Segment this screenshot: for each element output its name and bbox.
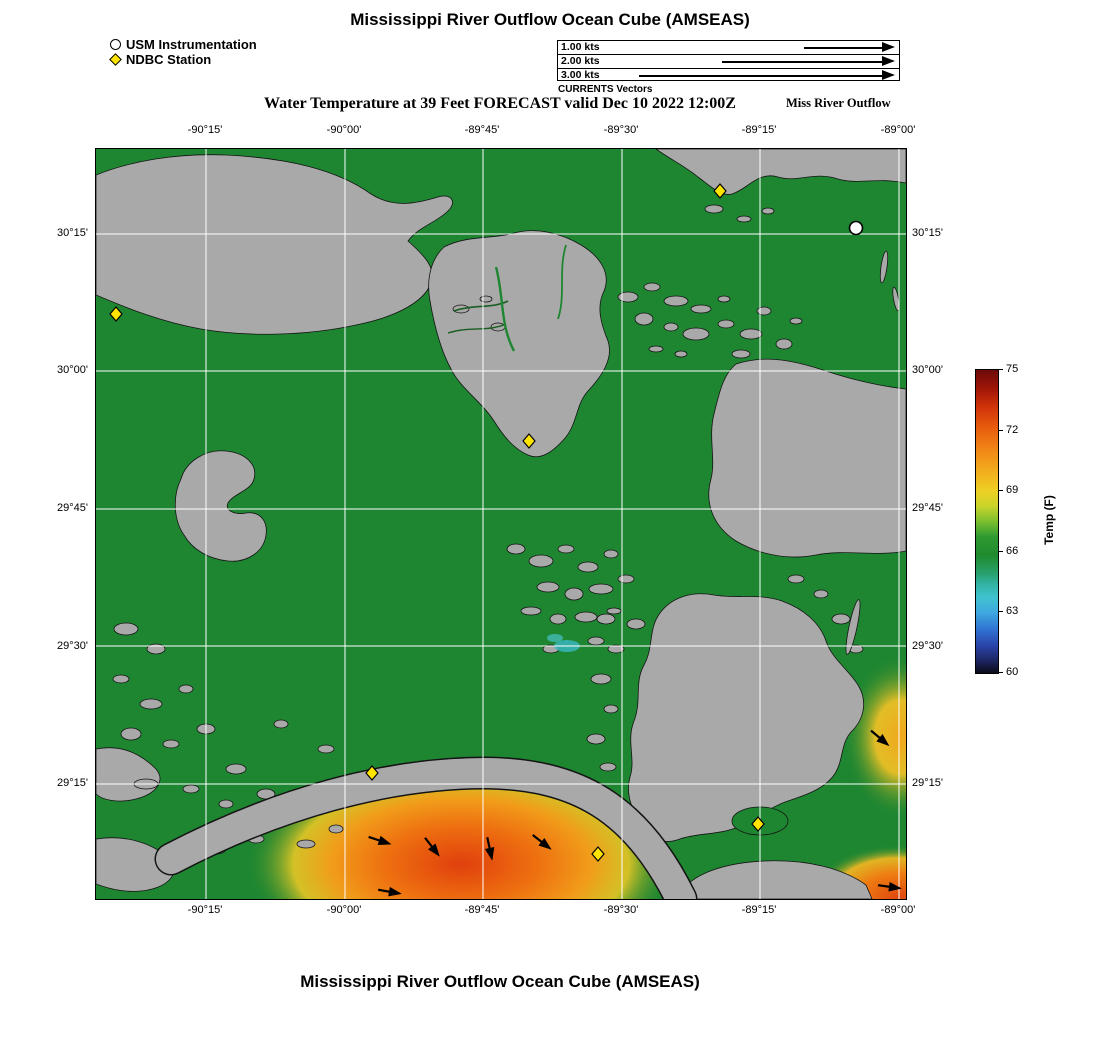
vector-arrow-shaft (639, 75, 882, 77)
ndbc-legend-row: NDBC Station (109, 52, 257, 67)
x-tick-label: -89°00' (880, 904, 916, 916)
colorbar-tick (998, 490, 1003, 491)
coast-sliver-1 (879, 250, 889, 284)
x-tick-label: -90°00' (326, 124, 362, 136)
y-tick-label: 29°45' (57, 502, 88, 514)
usm-legend-row: USM Instrumentation (110, 37, 257, 52)
colorbar-tick (998, 611, 1003, 612)
marsh-islets-central (506, 543, 646, 654)
x-tick-label: -90°15' (187, 904, 223, 916)
temperature-colorbar (975, 369, 999, 674)
vector-row-1-label: 1.00 kts (561, 41, 600, 53)
y-tick-label: 29°15' (912, 777, 943, 789)
page-title: Mississippi River Outflow Ocean Cube (AM… (350, 10, 750, 29)
y-tick-label: 29°15' (57, 777, 88, 789)
land-left-edge-2 (96, 837, 175, 892)
marker-legend: USM Instrumentation NDBC Station (109, 37, 257, 67)
ndbc-station-marker (591, 846, 605, 862)
x-tick-label: -89°30' (603, 124, 639, 136)
colorbar-tick-label: 72 (1006, 424, 1019, 436)
y-tick-label: 29°30' (912, 640, 943, 652)
y-tick-label: 29°45' (912, 502, 943, 514)
vector-arrowhead-icon (882, 42, 895, 52)
x-tick-label: -89°45' (464, 124, 500, 136)
colorbar-tick (998, 430, 1003, 431)
coast-sliver-2 (892, 286, 900, 312)
ndbc-legend-label: NDBC Station (126, 52, 212, 67)
vector-arrow-shaft (722, 61, 882, 63)
currents-vectors-caption: CURRENTS Vectors (558, 84, 653, 95)
colorbar-tick (998, 672, 1003, 673)
ndbc-diamond-icon (109, 53, 122, 66)
land-north-coast (655, 149, 906, 195)
x-tick-label: -89°30' (603, 904, 639, 916)
vector-row-3-label: 3.00 kts (561, 69, 600, 81)
colorbar-tick-label: 60 (1006, 666, 1019, 678)
x-tick-label: -90°00' (326, 904, 362, 916)
ndbc-station-marker (365, 765, 379, 781)
map-plot (96, 149, 906, 899)
land-small-lake (174, 450, 267, 562)
current-vector-arrow (424, 837, 440, 857)
vector-row-2: 2.00 kts (558, 55, 899, 69)
coast-band (156, 757, 696, 899)
vector-row-2-label: 2.00 kts (561, 55, 600, 67)
land-bottom-strip (675, 860, 873, 899)
land-central-peninsula (428, 230, 610, 458)
y-tick-label: 30°15' (912, 227, 943, 239)
y-tick-label: 30°00' (57, 364, 88, 376)
vector-row-1: 1.00 kts (558, 41, 899, 55)
marsh-islets-delta-fringe (586, 574, 864, 772)
ndbc-station-marker (522, 433, 536, 449)
land-pontchartrain (96, 154, 453, 335)
usm-instrumentation-marker (848, 220, 864, 236)
vector-arrow-shaft (804, 47, 882, 49)
ndbc-station-marker (713, 183, 727, 199)
current-vector-arrow (368, 835, 392, 845)
colorbar-tick-label: 69 (1006, 484, 1019, 496)
ndbc-station-marker (751, 816, 765, 832)
colorbar-tick-label: 66 (1006, 545, 1019, 557)
region-note: Miss River Outflow (786, 96, 891, 110)
current-vector-arrow (484, 837, 495, 861)
x-tick-label: -89°45' (464, 904, 500, 916)
y-tick-label: 30°00' (912, 364, 943, 376)
land-east-marsh (708, 358, 906, 558)
graticule (96, 149, 906, 899)
x-tick-label: -90°15' (187, 124, 223, 136)
usm-legend-label: USM Instrumentation (126, 37, 257, 52)
y-tick-label: 29°30' (57, 640, 88, 652)
colorbar-tick (998, 369, 1003, 370)
current-vector-arrow (532, 834, 552, 850)
current-vector-arrow (870, 729, 890, 747)
x-tick-label: -89°15' (741, 124, 777, 136)
map-frame (95, 148, 907, 900)
x-tick-label: -89°15' (741, 904, 777, 916)
vector-arrowhead-icon (882, 70, 895, 80)
colorbar-tick-label: 75 (1006, 363, 1019, 375)
y-tick-label: 30°15' (57, 227, 88, 239)
map-subtitle: Water Temperature at 39 Feet FORECAST va… (264, 95, 736, 112)
bottom-title: Mississippi River Outflow Ocean Cube (AM… (300, 972, 700, 991)
colorbar-axis-label: Temp (F) (1042, 495, 1056, 545)
barrier-island-sliver (845, 599, 861, 655)
current-vector-arrow (378, 886, 402, 897)
usm-circle-icon (110, 39, 121, 50)
x-tick-label: -89°00' (880, 124, 916, 136)
station-and-vector-layer (109, 183, 902, 897)
current-vector-arrow (877, 881, 902, 892)
vector-row-3: 3.00 kts (558, 69, 899, 81)
cool-water-patch (547, 634, 563, 642)
ndbc-station-marker (109, 306, 123, 322)
vector-arrowhead-icon (882, 56, 895, 66)
colorbar-tick (998, 551, 1003, 552)
colorbar-tick-label: 63 (1006, 605, 1019, 617)
currents-vector-legend: 1.00 kts 2.00 kts 3.00 kts (557, 40, 900, 81)
